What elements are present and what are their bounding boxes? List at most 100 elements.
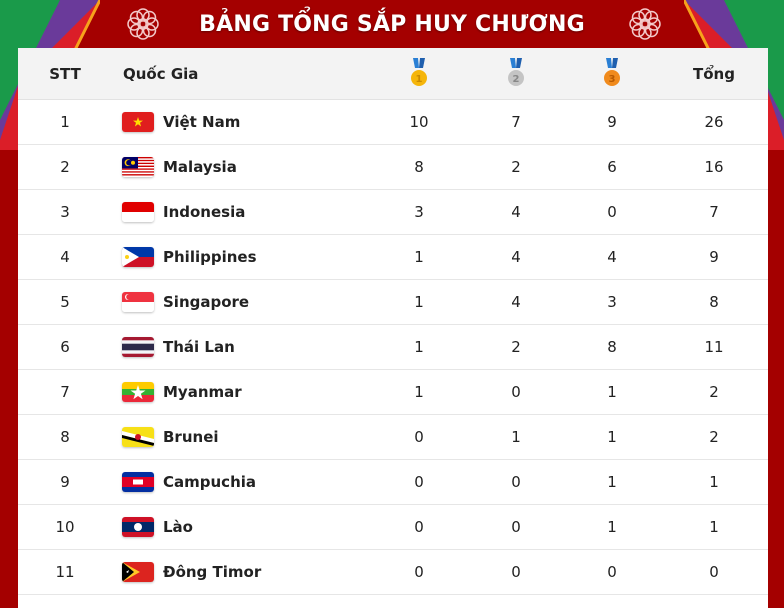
gold-count: 1 <box>414 293 424 311</box>
silver-count: 4 <box>511 248 521 266</box>
silver-count: 0 <box>511 518 521 536</box>
total-count: 8 <box>709 293 719 311</box>
lotus-ornament-icon <box>629 8 661 40</box>
country-name: Đông Timor <box>163 563 262 581</box>
rank: 7 <box>60 383 70 401</box>
country-name: Philippines <box>163 248 257 266</box>
bronze-count: 0 <box>607 203 617 221</box>
rank: 11 <box>55 563 75 581</box>
flag-thailand-icon <box>122 337 154 357</box>
total-count: 26 <box>704 113 724 131</box>
country-name: Campuchia <box>163 473 257 491</box>
flag-laos-icon <box>122 517 154 537</box>
country-name: Việt Nam <box>163 113 241 131</box>
silver-count: 2 <box>511 338 521 356</box>
total-count: 16 <box>704 158 724 176</box>
table-row: 7 Myanmar 1 0 1 2 <box>18 370 768 415</box>
flag-malaysia-icon <box>122 157 154 177</box>
silver-count: 4 <box>511 203 521 221</box>
gold-medal-icon: 1 <box>389 48 449 99</box>
table-header: STT Quốc Gia 1 2 3 Tổng <box>18 48 768 100</box>
silver-number: 2 <box>513 74 520 85</box>
country-name: Thái Lan <box>163 338 235 356</box>
gold-count: 1 <box>414 248 424 266</box>
country-name: Indonesia <box>163 203 246 221</box>
flag-singapore-icon <box>122 292 154 312</box>
flag-vietnam-icon <box>122 112 154 132</box>
bronze-count: 9 <box>607 113 617 131</box>
silver-count: 0 <box>511 383 521 401</box>
silver-medal-icon: 2 <box>486 48 546 99</box>
silver-count: 1 <box>511 428 521 446</box>
gold-count: 0 <box>414 428 424 446</box>
bronze-count: 1 <box>607 518 617 536</box>
table-row: 9 Campuchia 0 0 1 1 <box>18 460 768 505</box>
table-row: 5 Singapore 1 4 3 8 <box>18 280 768 325</box>
rank: 4 <box>60 248 70 266</box>
table-row: 3 Indonesia 3 4 0 7 <box>18 190 768 235</box>
gold-count: 0 <box>414 563 424 581</box>
flag-myanmar-icon <box>122 382 154 402</box>
total-count: 1 <box>709 473 719 491</box>
bronze-medal-icon: 3 <box>582 48 642 99</box>
flag-indonesia-icon <box>122 202 154 222</box>
rank: 9 <box>60 473 70 491</box>
rank: 5 <box>60 293 70 311</box>
rank: 8 <box>60 428 70 446</box>
gold-count: 0 <box>414 473 424 491</box>
rank: 6 <box>60 338 70 356</box>
rank: 10 <box>55 518 75 536</box>
gold-count: 1 <box>414 338 424 356</box>
total-count: 0 <box>709 563 719 581</box>
bronze-number: 3 <box>609 74 616 85</box>
rank: 2 <box>60 158 70 176</box>
header-total: Tổng <box>693 64 735 83</box>
flag-cambodia-icon <box>122 472 154 492</box>
flag-brunei-icon <box>122 427 154 447</box>
table-row: 11 Đông Timor 0 0 0 0 <box>18 550 768 595</box>
bronze-count: 1 <box>607 428 617 446</box>
total-count: 2 <box>709 383 719 401</box>
total-count: 7 <box>709 203 719 221</box>
silver-count: 0 <box>511 563 521 581</box>
silver-count: 4 <box>511 293 521 311</box>
table-row: 10 Lào 0 0 1 1 <box>18 505 768 550</box>
bronze-count: 4 <box>607 248 617 266</box>
total-count: 9 <box>709 248 719 266</box>
rank: 3 <box>60 203 70 221</box>
country-name: Myanmar <box>163 383 242 401</box>
total-count: 2 <box>709 428 719 446</box>
bronze-count: 6 <box>607 158 617 176</box>
table-row: 8 Brunei 0 1 1 2 <box>18 415 768 460</box>
gold-count: 1 <box>414 383 424 401</box>
page-title: BẢNG TỔNG SẮP HUY CHƯƠNG <box>199 11 585 37</box>
table-row: 4 Philippines 1 4 4 9 <box>18 235 768 280</box>
table-row: 6 Thái Lan 1 2 8 11 <box>18 325 768 370</box>
gold-count: 0 <box>414 518 424 536</box>
country-name: Malaysia <box>163 158 237 176</box>
bronze-count: 1 <box>607 383 617 401</box>
silver-count: 0 <box>511 473 521 491</box>
country-name: Lào <box>163 518 193 536</box>
gold-count: 3 <box>414 203 424 221</box>
total-count: 11 <box>704 338 724 356</box>
total-count: 1 <box>709 518 719 536</box>
header-country: Quốc Gia <box>123 64 199 83</box>
rank: 1 <box>60 113 70 131</box>
flag-philippines-icon <box>122 247 154 267</box>
table-row: 1 Việt Nam 10 7 9 26 <box>18 100 768 145</box>
bronze-count: 3 <box>607 293 617 311</box>
flag-timor-leste-icon <box>122 562 154 582</box>
table-row: 2 Malaysia 8 2 6 16 <box>18 145 768 190</box>
gold-count: 10 <box>409 113 429 131</box>
lotus-ornament-icon <box>127 8 159 40</box>
gold-number: 1 <box>416 74 423 85</box>
medal-table: STT Quốc Gia 1 2 3 Tổng 1 Việt Nam 10 7 … <box>18 48 768 608</box>
silver-count: 2 <box>511 158 521 176</box>
bronze-count: 8 <box>607 338 617 356</box>
silver-count: 7 <box>511 113 521 131</box>
gold-count: 8 <box>414 158 424 176</box>
header-stt: STT <box>49 64 81 83</box>
bronze-count: 0 <box>607 563 617 581</box>
country-name: Singapore <box>163 293 250 311</box>
